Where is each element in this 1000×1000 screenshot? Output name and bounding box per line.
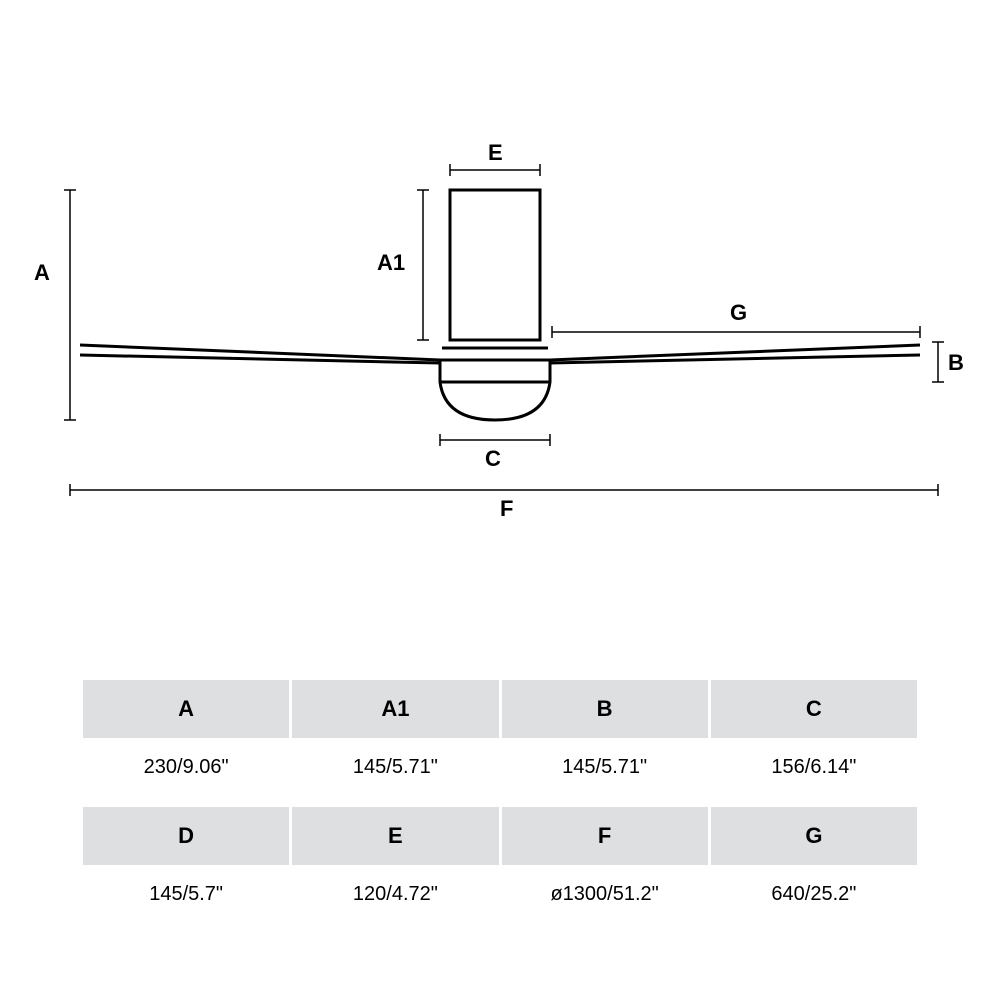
td-A1: 145/5.71" xyxy=(292,738,498,807)
th-C: C xyxy=(711,680,917,738)
td-G: 640/25.2" xyxy=(711,865,917,934)
dimension-table: A A1 B C 230/9.06" 145/5.71" 145/5.71" 1… xyxy=(80,680,920,934)
table-value-row-1: 230/9.06" 145/5.71" 145/5.71" 156/6.14" xyxy=(83,738,917,807)
dim-label-C: C xyxy=(485,446,501,472)
dim-label-F: F xyxy=(500,496,513,522)
th-A: A xyxy=(83,680,289,738)
th-E: E xyxy=(292,807,498,865)
dim-table-1: A A1 B C 230/9.06" 145/5.71" 145/5.71" 1… xyxy=(80,680,920,934)
td-C: 156/6.14" xyxy=(711,738,917,807)
td-D: 145/5.7" xyxy=(83,865,289,934)
dim-label-A: A xyxy=(34,260,50,286)
table-header-row-1: A A1 B C xyxy=(83,680,917,738)
th-B: B xyxy=(502,680,708,738)
table-header-row-2: D E F G xyxy=(83,807,917,865)
td-B: 145/5.71" xyxy=(502,738,708,807)
dim-label-A1: A1 xyxy=(377,250,405,276)
td-A: 230/9.06" xyxy=(83,738,289,807)
dim-label-E: E xyxy=(488,140,503,166)
th-G: G xyxy=(711,807,917,865)
fan-outline xyxy=(80,190,920,420)
table-value-row-2: 145/5.7" 120/4.72" ø1300/51.2" 640/25.2" xyxy=(83,865,917,934)
page: E A1 A B G C F A A1 B C 230/9.06" 145/5.… xyxy=(0,0,1000,1000)
th-F: F xyxy=(502,807,708,865)
td-E: 120/4.72" xyxy=(292,865,498,934)
td-F: ø1300/51.2" xyxy=(502,865,708,934)
dim-label-G: G xyxy=(730,300,747,326)
th-D: D xyxy=(83,807,289,865)
dim-label-B: B xyxy=(948,350,964,376)
th-A1: A1 xyxy=(292,680,498,738)
fan-dimension-diagram: E A1 A B G C F xyxy=(40,130,960,530)
